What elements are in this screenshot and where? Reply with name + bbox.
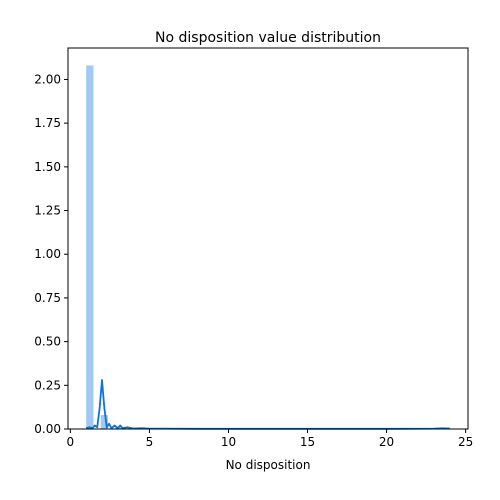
y-tick-label: 2.00 [34,72,61,86]
chart-title: No disposition value distribution [155,30,381,46]
x-tick-label: 0 [67,435,75,449]
y-tick-label: 1.75 [34,116,61,130]
x-tick-label: 15 [300,435,315,449]
x-tick-label: 20 [379,435,394,449]
y-tick-label: 0.50 [34,335,61,349]
x-tick-label: 5 [146,435,154,449]
x-tick-label: 25 [458,435,473,449]
y-tick-label: 0.25 [34,378,61,392]
y-tick-label: 1.50 [34,160,61,174]
y-tick-label: 0.00 [34,422,61,436]
x-axis-label: No disposition [226,458,311,472]
x-tick-label: 10 [221,435,236,449]
plot-frame [67,47,469,430]
y-tick-label: 1.00 [34,247,61,261]
histogram-bar-2 [100,415,108,429]
histogram-bar-0 [86,65,94,430]
y-tick-label: 0.75 [34,291,61,305]
y-tick-label: 1.25 [34,204,61,218]
plot-area: 0 5 10 15 20 25 0.00 0.25 0.50 0.75 1.00 1.25 1.50 1.… [34,47,473,449]
